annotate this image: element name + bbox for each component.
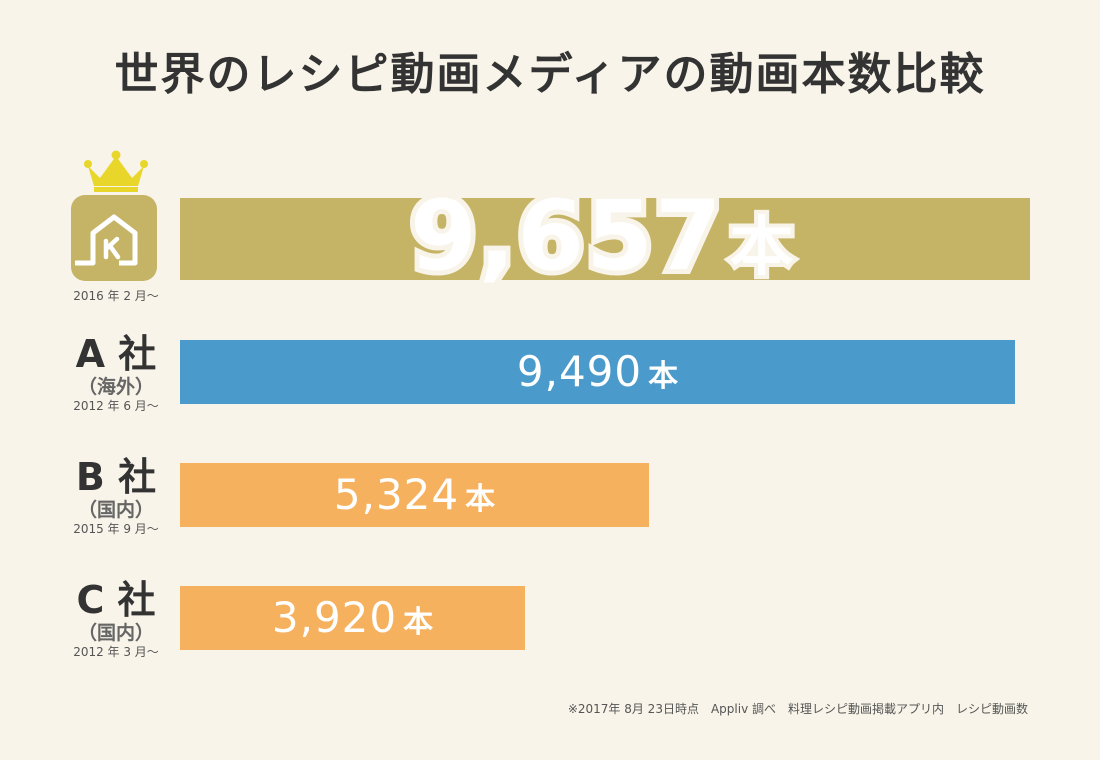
value-unit: 本 <box>726 207 798 289</box>
bar <box>180 463 649 527</box>
since-date: 2012 年 6 月〜 <box>73 399 159 413</box>
company-name: B 社 <box>75 455 157 499</box>
chart-footnote: ※2017年 8月 23日時点 Appliv 調べ 料理レシピ動画掲載アプリ内 … <box>567 702 1028 716</box>
value-number: 9,657 <box>405 175 727 297</box>
crown-icon <box>84 150 148 192</box>
category-label: C 社（国内） 2012 年 3 月〜 <box>60 578 172 660</box>
value-number: 5,324 <box>333 470 460 519</box>
value-unit: 本 <box>465 482 496 517</box>
chart-title: 世界のレシピ動画メディアの動画本数比較 <box>114 49 986 100</box>
bar-value-label: 9,657本 <box>405 175 798 297</box>
value-number: 3,920 <box>271 593 398 642</box>
bar-value-label: 9,490 本 <box>180 340 1015 404</box>
category-label: B 社（国内） 2015 年 9 月〜 <box>60 455 172 537</box>
bar <box>180 586 525 650</box>
value-unit: 本 <box>403 605 434 640</box>
bar-value-label: 3,920 本 <box>180 586 525 650</box>
value-unit: 本 <box>648 359 679 394</box>
category-label: A 社（海外） 2012 年 6 月〜 <box>60 332 172 414</box>
since-date: 2016 年 2 月〜 <box>73 289 159 303</box>
since-date: 2015 年 9 月〜 <box>73 522 159 536</box>
bar <box>180 340 1015 404</box>
house-k-logo-icon <box>71 195 157 281</box>
bar <box>180 198 1030 280</box>
value-number: 9,490 <box>516 347 643 396</box>
company-name: A 社 <box>75 332 157 376</box>
since-date: 2012 年 3 月〜 <box>73 645 159 659</box>
bar-value-label: 5,324 本 <box>180 463 649 527</box>
company-region: （海外） <box>77 376 154 398</box>
company-region: （国内） <box>77 499 154 521</box>
company-name: C 社 <box>76 578 156 622</box>
company-region: （国内） <box>77 622 154 644</box>
